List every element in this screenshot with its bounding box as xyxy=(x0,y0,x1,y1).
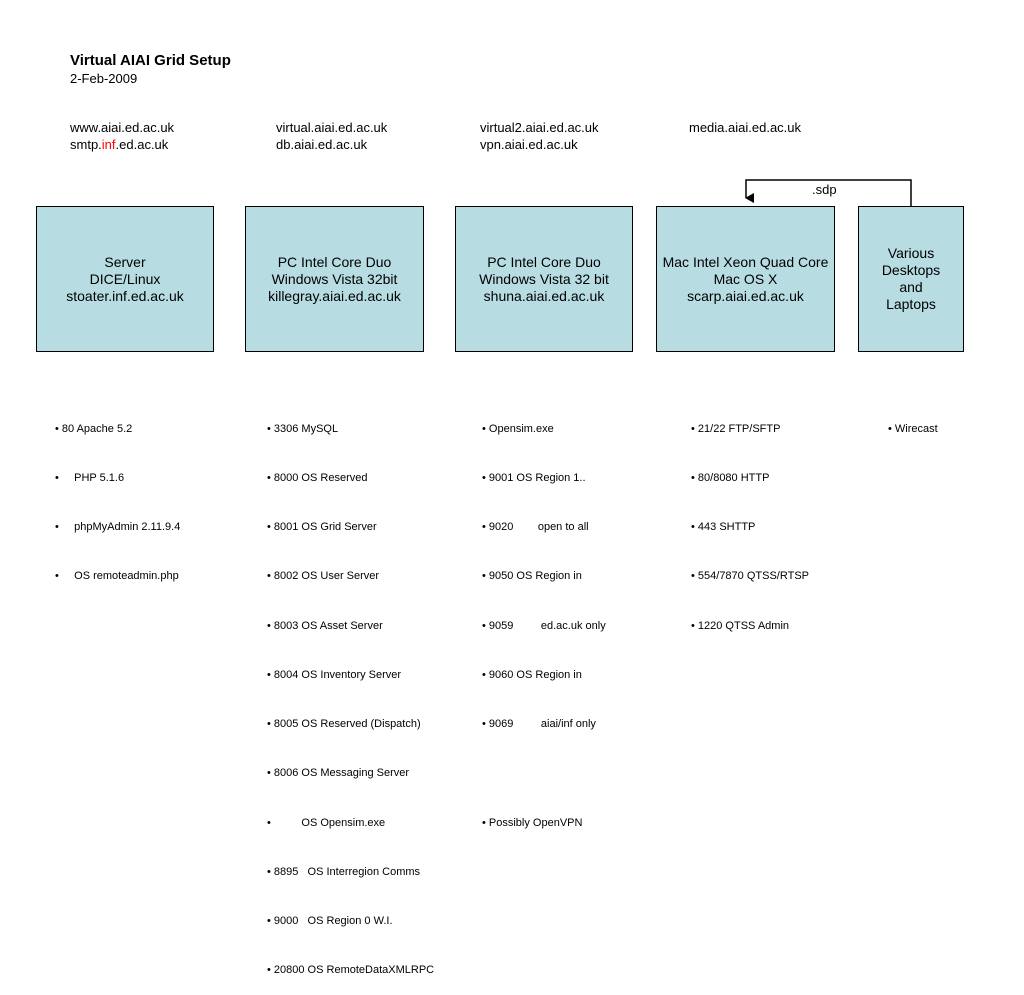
machine-box-desktops: Various Desktops and Laptops xyxy=(858,206,964,352)
hosts-column-4: media.aiai.ed.ac.uk xyxy=(689,119,801,136)
machine-box-scarp: Mac Intel Xeon Quad Core Mac OS X scarp.… xyxy=(656,206,835,352)
machine-line: PC Intel Core Duo xyxy=(487,253,601,270)
machine-line: Mac Intel Xeon Quad Core xyxy=(662,253,829,270)
services-list-server: • 80 Apache 5.2 • PHP 5.1.6 • phpMyAdmin… xyxy=(55,388,180,601)
list-item: • OS Opensim.exe xyxy=(267,816,386,829)
host-www: www.aiai.ed.ac.uk xyxy=(70,120,175,135)
services-list-scarp: • 21/22 FTP/SFTP • 80/8080 HTTP • 443 SH… xyxy=(691,388,809,651)
services-list-killegray: • 3306 MySQL • 8000 OS Reserved • 8001 O… xyxy=(267,388,434,995)
machine-box-killegray: PC Intel Core Duo Windows Vista 32bit ki… xyxy=(245,206,424,352)
page-date: 2-Feb-2009 xyxy=(70,71,138,86)
list-item: • 8001 OS Grid Server xyxy=(267,521,377,534)
list-item: • 9060 OS Region in xyxy=(482,668,582,681)
host-virtual: virtual.aiai.ed.ac.uk xyxy=(276,120,388,135)
list-item: • PHP 5.1.6 xyxy=(55,472,125,485)
machine-line: Server xyxy=(104,253,146,270)
machine-line: Windows Vista 32bit xyxy=(271,270,398,287)
list-item: • OS remoteadmin.php xyxy=(55,570,179,583)
machine-line: Windows Vista 32 bit xyxy=(479,270,609,287)
list-item: • 9059 ed.ac.uk only xyxy=(482,619,606,632)
hosts-column-1: www.aiai.ed.ac.uk smtp.inf.ed.ac.uk xyxy=(70,119,174,153)
list-item: • 21/22 FTP/SFTP xyxy=(691,422,781,435)
list-item: • Possibly OpenVPN xyxy=(482,816,583,829)
list-item: • 80/8080 HTTP xyxy=(691,472,770,485)
list-item: • 9069 aiai/inf only xyxy=(482,718,596,731)
list-item: • 3306 MySQL xyxy=(267,422,339,435)
list-item: • 80 Apache 5.2 xyxy=(55,422,133,435)
list-item: • 8895 OS Interregion Comms xyxy=(267,865,421,878)
machine-server-text: Server DICE/Linux stoater.inf.ed.ac.uk xyxy=(66,254,184,305)
list-item: • 443 SHTTP xyxy=(691,521,756,534)
list-item: • phpMyAdmin 2.11.9.4 xyxy=(55,521,181,534)
list-item: • 8004 OS Inventory Server xyxy=(267,668,402,681)
host-smtp-prefix: smtp. xyxy=(70,137,102,152)
hosts-column-3: virtual2.aiai.ed.ac.uk vpn.aiai.ed.ac.uk xyxy=(480,119,599,153)
sdp-connector xyxy=(745,179,912,206)
list-item: • 9001 OS Region 1.. xyxy=(482,472,586,485)
machine-line: PC Intel Core Duo xyxy=(277,253,392,270)
machine-line: DICE/Linux xyxy=(89,270,161,287)
machine-line: stoater.inf.ed.ac.uk xyxy=(66,287,184,304)
services-list-desktops: • Wirecast xyxy=(888,388,938,454)
machine-desktops-text: Various Desktops and Laptops xyxy=(882,245,940,313)
host-media: media.aiai.ed.ac.uk xyxy=(689,120,802,135)
machine-box-server: Server DICE/Linux stoater.inf.ed.ac.uk xyxy=(36,206,214,352)
host-smtp-highlight: inf xyxy=(101,137,116,152)
machine-line: Various xyxy=(887,245,935,261)
host-db: db.aiai.ed.ac.uk xyxy=(276,137,368,152)
list-item: • Opensim.exe xyxy=(482,422,554,435)
list-item: • 1220 QTSS Admin xyxy=(691,619,790,632)
machine-line: Laptops xyxy=(886,296,936,312)
machine-line: scarp.aiai.ed.ac.uk xyxy=(687,287,804,304)
machine-box-shuna: PC Intel Core Duo Windows Vista 32 bit s… xyxy=(455,206,633,352)
list-item: • 20800 OS RemoteDataXMLRPC xyxy=(267,964,435,977)
list-item: • 9020 open to all xyxy=(482,521,589,534)
host-smtp-suffix: .ed.ac.uk xyxy=(115,137,169,152)
services-list-shuna: • Opensim.exe • 9001 OS Region 1.. • 902… xyxy=(482,388,606,847)
list-item: • 8000 OS Reserved xyxy=(267,472,368,485)
machine-line: and xyxy=(899,279,923,295)
machine-shuna-text: PC Intel Core Duo Windows Vista 32 bit s… xyxy=(479,254,609,305)
hosts-column-2: virtual.aiai.ed.ac.uk db.aiai.ed.ac.uk xyxy=(276,119,387,153)
page-title: Virtual AIAI Grid Setup xyxy=(70,52,231,69)
machine-line: Desktops xyxy=(881,262,941,278)
machine-line: shuna.aiai.ed.ac.uk xyxy=(483,287,605,304)
list-item: • 8005 OS Reserved (Dispatch) xyxy=(267,718,421,731)
list-item: • 554/7870 QTSS/RTSP xyxy=(691,570,809,583)
host-smtp: smtp.inf.ed.ac.uk xyxy=(70,136,174,153)
machine-killegray-text: PC Intel Core Duo Windows Vista 32bit ki… xyxy=(268,254,401,305)
host-vpn: vpn.aiai.ed.ac.uk xyxy=(480,137,578,152)
sdp-connector-line xyxy=(745,179,912,206)
list-item: • 8003 OS Asset Server xyxy=(267,619,383,632)
list-item: • 9000 OS Region 0 W.I. xyxy=(267,915,393,927)
machine-line: Mac OS X xyxy=(713,270,778,287)
machine-scarp-text: Mac Intel Xeon Quad Core Mac OS X scarp.… xyxy=(663,254,829,305)
list-item: • 8002 OS User Server xyxy=(267,570,380,583)
machine-line: killegray.aiai.ed.ac.uk xyxy=(268,287,401,304)
host-virtual2: virtual2.aiai.ed.ac.uk xyxy=(480,120,599,135)
list-item: • 9050 OS Region in xyxy=(482,570,582,583)
sdp-label: .sdp xyxy=(812,182,837,197)
list-item: • Wirecast xyxy=(888,422,938,435)
